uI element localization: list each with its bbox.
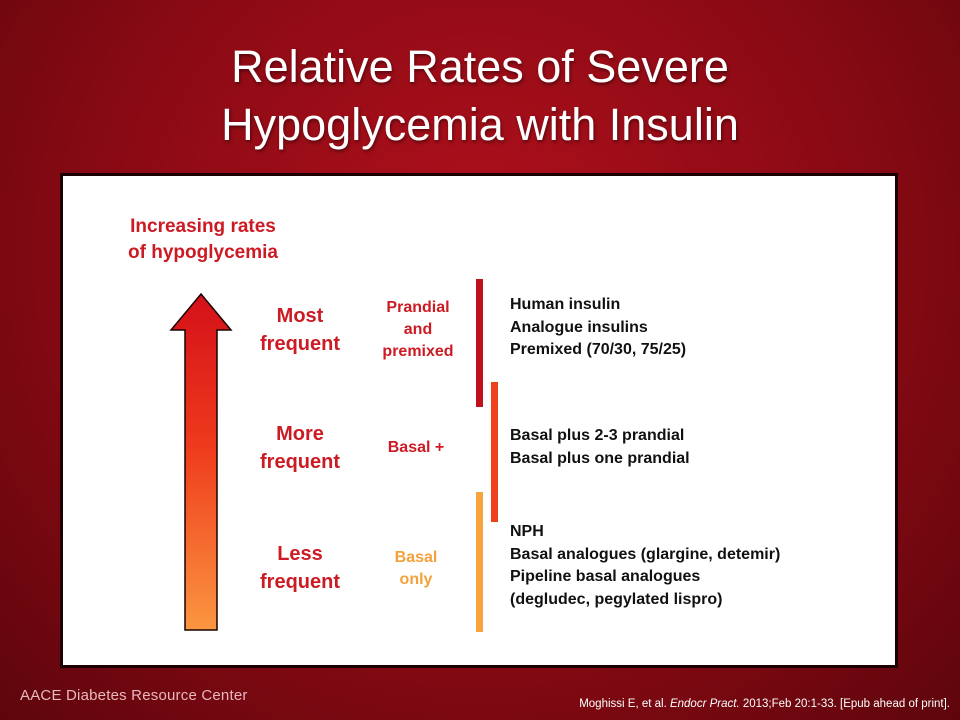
regimen-list-prandial: Human insulin Analogue insulins Premixed… — [510, 294, 686, 362]
level-more-line-1: More — [276, 423, 324, 445]
bracket-bar-prandial — [476, 279, 483, 407]
bracket-bar-basal-plus — [491, 382, 498, 522]
increasing-rates-line-1: Increasing rates — [130, 216, 276, 237]
level-most-line-1: Most — [276, 305, 324, 327]
citation-journal: Endocr Pract. — [669, 698, 740, 710]
level-most-frequent: Most frequent — [239, 302, 361, 358]
category-prandial-line-1: Prandial — [386, 299, 450, 316]
level-less-line-2: frequent — [260, 571, 340, 593]
slide-title: Relative Rates of Severe Hypoglycemia wi… — [0, 38, 960, 154]
level-more-frequent: More frequent — [239, 420, 361, 476]
category-basal-plus: Basal + — [361, 437, 471, 459]
category-basal-only-line-2: only — [399, 571, 433, 588]
category-basal-only-line-1: Basal — [394, 549, 438, 566]
level-more-line-2: frequent — [260, 451, 340, 473]
level-less-line-1: Less — [277, 543, 323, 565]
regimen-item: Human insulin — [510, 296, 621, 313]
regimen-item: NPH — [510, 523, 544, 540]
category-prandial-line-2: and — [403, 321, 433, 338]
citation-details: 2013;Feb 20:1-33. [Epub ahead of print]. — [739, 698, 950, 710]
regimen-item: Basal plus one prandial — [510, 449, 690, 467]
regimen-item: Pipeline basal analogues — [510, 568, 701, 585]
slide-title-line-2: Hypoglycemia with Insulin — [221, 99, 739, 150]
up-arrow-icon — [169, 292, 233, 631]
bracket-bar-basal-only — [476, 492, 483, 632]
content-panel: Increasing rates of hypoglycemia Most fr… — [60, 173, 898, 668]
organization-footer: AACE Diabetes Resource Center — [20, 687, 248, 704]
citation: Moghissi E, et al. Endocr Pract. 2013;Fe… — [579, 698, 950, 710]
category-basal-only: Basal only — [361, 547, 471, 591]
level-less-frequent: Less frequent — [239, 540, 361, 596]
slide-title-line-1: Relative Rates of Severe — [231, 41, 729, 92]
category-prandial-line-3: premixed — [382, 343, 454, 360]
regimen-item: Basal plus 2-3 prandial — [510, 427, 685, 444]
regimen-item: Basal analogues (glargine, detemir) — [510, 545, 781, 563]
regimen-item: Analogue insulins — [510, 318, 648, 336]
regimen-list-basal-plus: Basal plus 2-3 prandial Basal plus one p… — [510, 425, 690, 470]
citation-authors: Moghissi E, et al. — [579, 698, 670, 710]
category-prandial-premixed: Prandial and premixed — [363, 297, 473, 363]
increasing-rates-line-2: of hypoglycemia — [128, 242, 278, 263]
increasing-rates-label: Increasing rates of hypoglycemia — [103, 214, 303, 266]
category-basal-plus-line-1: Basal + — [387, 439, 445, 456]
regimen-item: Premixed (70/30, 75/25) — [510, 341, 687, 358]
level-most-line-2: frequent — [260, 333, 340, 355]
regimen-list-basal-only: NPH Basal analogues (glargine, detemir) … — [510, 521, 780, 611]
regimen-item: (degludec, pegylated lispro) — [510, 590, 723, 608]
